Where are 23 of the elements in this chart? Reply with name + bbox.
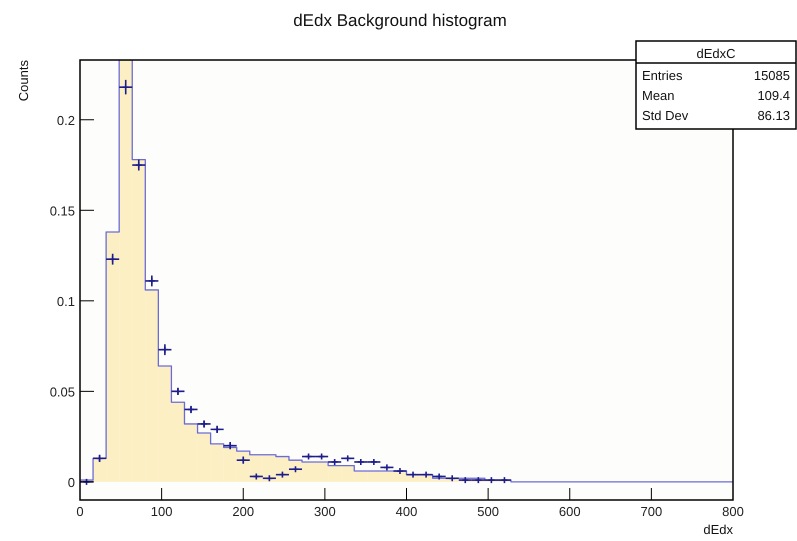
x-tick-label: 400 (396, 504, 418, 519)
annotation: dEdxC (696, 46, 736, 61)
chart-title: dEdx Background histogram (293, 11, 507, 30)
y-tick-label: 0.1 (56, 294, 75, 309)
x-tick-label: 800 (722, 504, 744, 519)
text: 109.4 (757, 88, 790, 103)
annotation: Mean (642, 88, 675, 103)
y-axis-title: Counts (16, 60, 31, 102)
y-tick-label: 0.05 (50, 384, 75, 400)
y-tick-label: 0.15 (50, 203, 75, 218)
text: 15085 (754, 68, 790, 83)
x-axis-title: dEdx (703, 522, 734, 537)
x-tick-label: 300 (314, 504, 336, 519)
annotation: Std Dev (642, 108, 689, 123)
x-tick-label: 100 (150, 504, 172, 519)
annotation: Entries (642, 68, 683, 83)
text: 86.13 (757, 108, 790, 123)
x-tick-label: 600 (558, 504, 581, 519)
y-tick-label: 0.2 (56, 112, 75, 128)
x-tick-label: 700 (640, 504, 662, 519)
y-tick-label: 0 (68, 474, 75, 490)
x-tick-label: 500 (477, 504, 499, 519)
x-tick-label: 200 (232, 504, 254, 519)
